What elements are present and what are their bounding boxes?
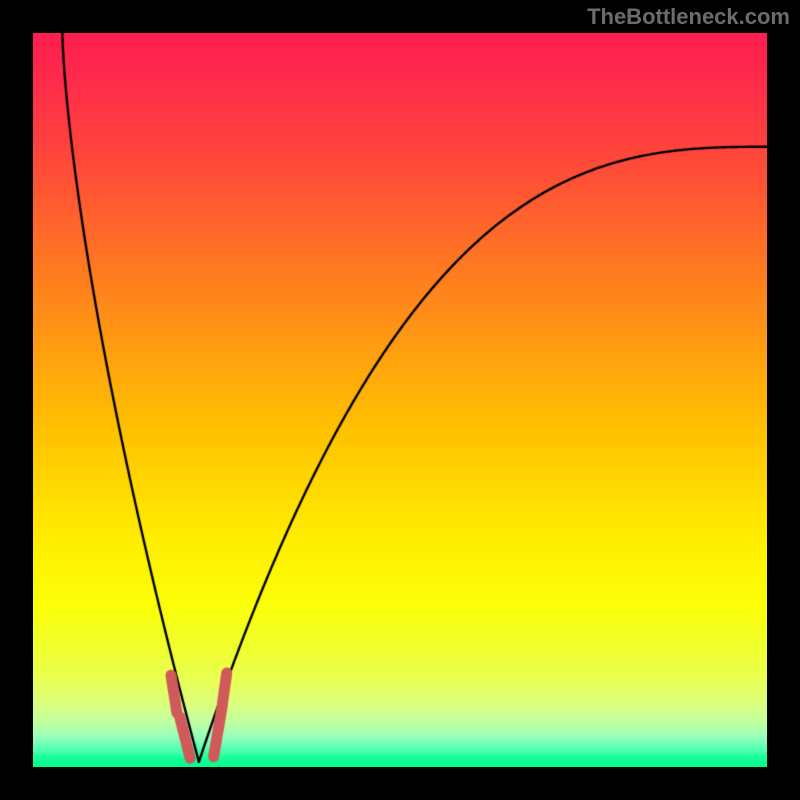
watermark-text: TheBottleneck.com	[587, 4, 790, 30]
chart-root: TheBottleneck.com	[0, 0, 800, 800]
bottleneck-curve	[33, 33, 767, 767]
